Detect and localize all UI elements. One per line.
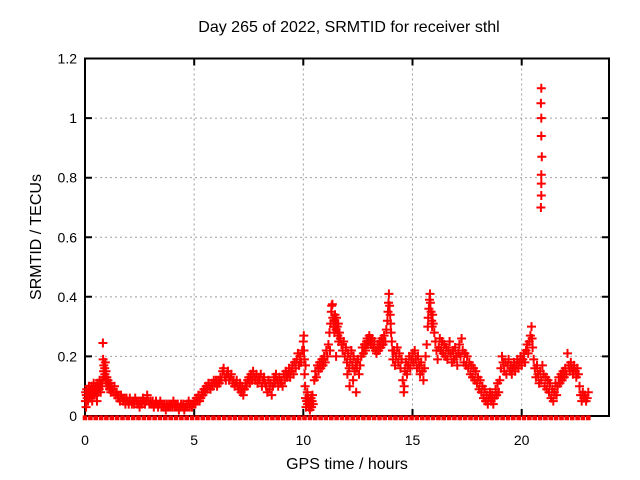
y-tick-label: 0 [69, 408, 77, 424]
scatter-points [80, 83, 593, 415]
x-tick-label: 0 [81, 432, 89, 448]
plot-layers: 0 5 10 15 20 0 0.2 0.4 0.6 0.8 1 1.2 [58, 51, 610, 448]
y-tick-label: 1 [69, 110, 77, 126]
x-tick-label: 5 [190, 432, 198, 448]
x-tick-label: 20 [514, 432, 530, 448]
y-tick-label: 0.8 [58, 170, 78, 186]
y-tick-label: 0.2 [58, 348, 78, 364]
y-axis-label: SRMTID / TECUs [28, 174, 45, 300]
chart-title: Day 265 of 2022, SRMTID for receiver sth… [198, 19, 499, 36]
x-tick-label: 15 [405, 432, 421, 448]
y-tick-label: 1.2 [58, 51, 78, 67]
x-axis-label: GPS time / hours [286, 456, 408, 473]
y-tick-label: 0.4 [58, 289, 78, 305]
x-tick-label: 10 [296, 432, 312, 448]
y-tick-label: 0.6 [58, 229, 78, 245]
zero-baseline-points [82, 415, 591, 421]
